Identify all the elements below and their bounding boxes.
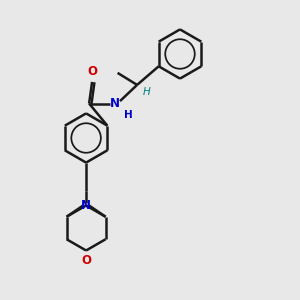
Text: H: H	[124, 110, 132, 119]
Text: N: N	[81, 199, 91, 212]
Text: H: H	[142, 87, 150, 97]
Text: O: O	[87, 65, 97, 78]
Text: N: N	[110, 97, 120, 110]
Text: O: O	[81, 254, 91, 267]
